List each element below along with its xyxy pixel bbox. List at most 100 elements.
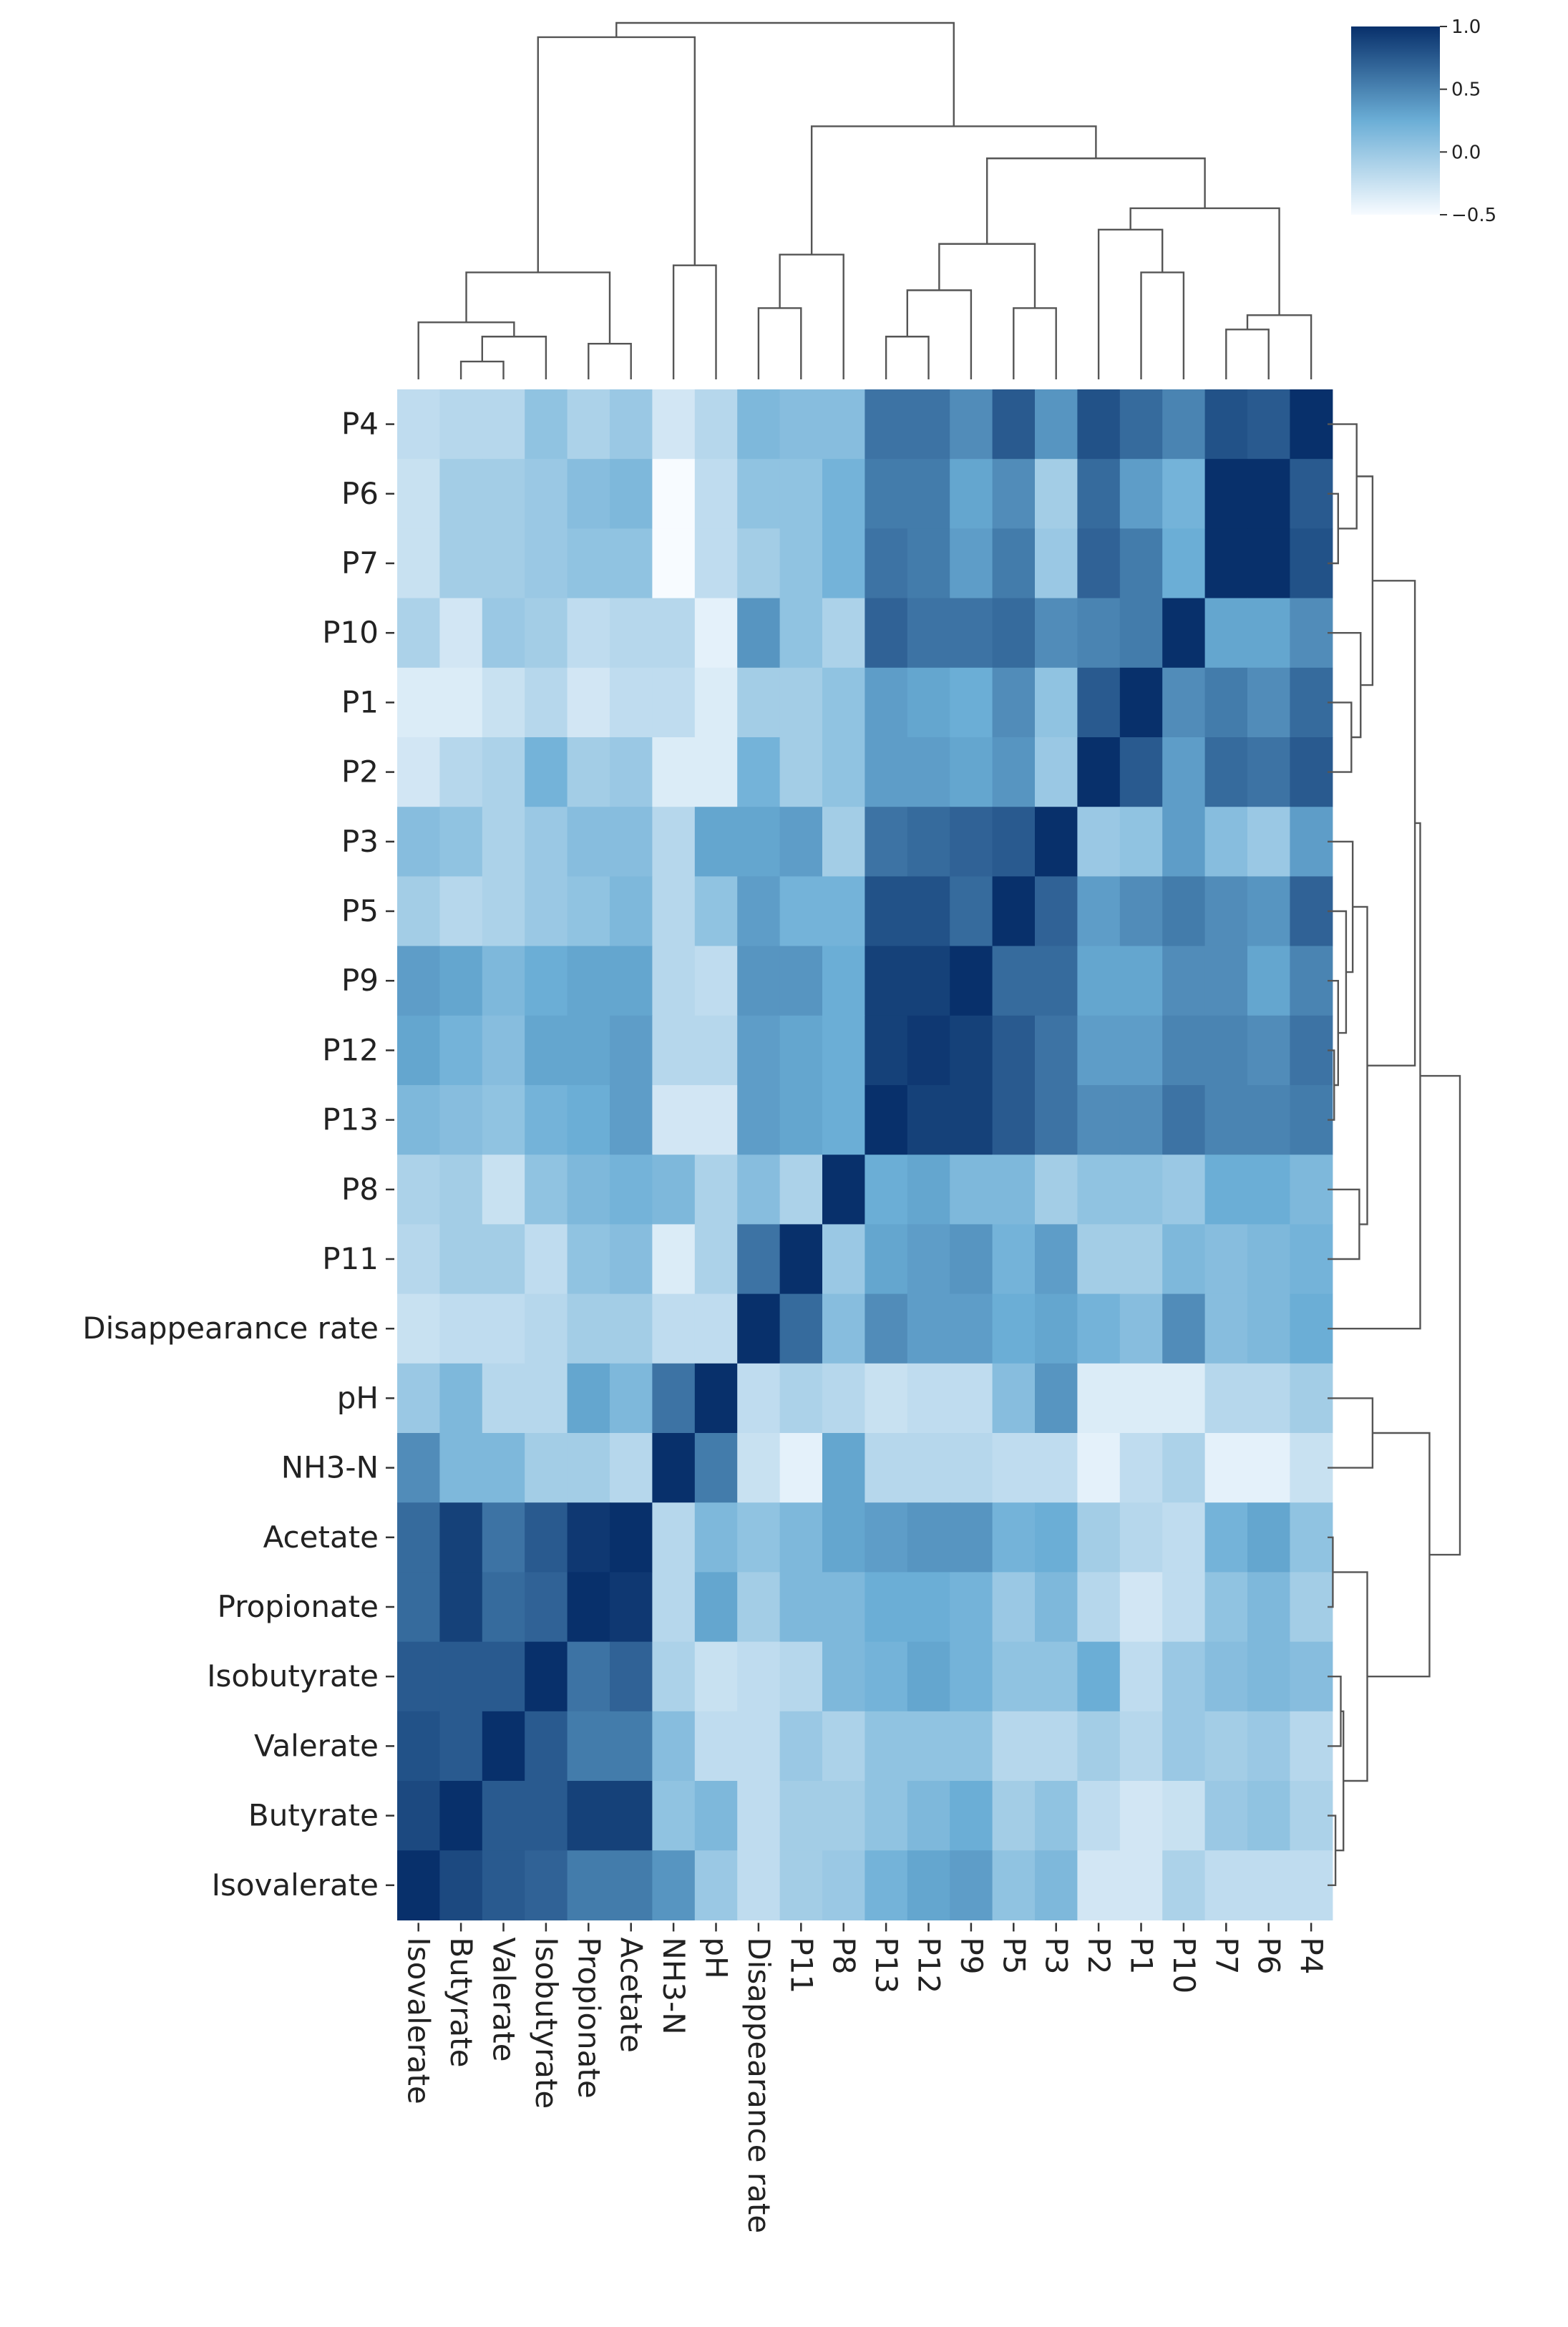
heatmap-cell: [397, 1572, 440, 1643]
heatmap-cell: [1204, 1641, 1248, 1712]
heatmap-cell: [694, 946, 738, 1016]
heatmap-cell: [992, 1781, 1036, 1851]
heatmap-cell: [779, 1641, 823, 1712]
heatmap-cell: [610, 1155, 653, 1225]
heatmap-cell: [567, 1711, 610, 1782]
heatmap-cell: [907, 1085, 950, 1155]
heatmap-cell: [907, 1363, 950, 1434]
heatmap-cell: [822, 807, 865, 877]
heatmap-cell: [822, 598, 865, 669]
heatmap-cell: [694, 598, 738, 669]
row-label: Valerate: [254, 1728, 379, 1763]
heatmap-cell: [950, 667, 993, 738]
heatmap-cell: [1035, 598, 1078, 669]
heatmap-cell: [1162, 1085, 1206, 1155]
heatmap-cell: [737, 1850, 781, 1920]
row-labels: P4 P6 P7 P10 P1 P2 P3 P5 P9 P12 P13 P8 P11 Disappeara…: [82, 407, 394, 1903]
heatmap-cell: [439, 737, 483, 807]
heatmap-cell: [1247, 946, 1290, 1016]
heatmap-cell: [652, 1015, 696, 1086]
heatmap-cell: [482, 1155, 525, 1225]
heatmap-cell: [610, 1711, 653, 1782]
heatmap-cell: [652, 1781, 696, 1851]
heatmap-cell: [397, 1224, 440, 1295]
heatmap-cell: [610, 528, 653, 599]
heatmap-cell: [1204, 1293, 1248, 1364]
heatmap-cell: [907, 528, 950, 599]
column-label: P4: [1294, 1937, 1329, 1974]
heatmap-cell: [652, 737, 696, 807]
heatmap-cell: [525, 1293, 568, 1364]
heatmap-cell: [1162, 946, 1206, 1016]
heatmap-cell: [779, 528, 823, 599]
heatmap-cell: [610, 946, 653, 1016]
heatmap-cell: [525, 1433, 568, 1503]
heatmap-cell: [482, 1433, 525, 1503]
column-label: pH: [699, 1937, 734, 1978]
heatmap-cell: [1247, 1850, 1290, 1920]
heatmap-cell: [822, 667, 865, 738]
heatmap-cell: [737, 1015, 781, 1086]
heatmap-cell: [737, 1641, 781, 1712]
heatmap-cell: [610, 389, 653, 460]
heatmap-cell: [652, 1502, 696, 1573]
heatmap-cell: [737, 1433, 781, 1503]
row-label: Acetate: [263, 1520, 379, 1555]
heatmap-cell: [694, 1781, 738, 1851]
heatmap-cell: [1247, 876, 1290, 947]
heatmap-cell: [652, 807, 696, 877]
heatmap-cell: [822, 528, 865, 599]
heatmap-cell: [1204, 1433, 1248, 1503]
heatmap-cell: [907, 1293, 950, 1364]
heatmap-cell: [1162, 1781, 1206, 1851]
heatmap-cell: [1119, 598, 1163, 669]
heatmap-cell: [567, 1572, 610, 1643]
heatmap-cell: [992, 1572, 1036, 1643]
heatmap-cell: [482, 1781, 525, 1851]
heatmap-cell: [779, 737, 823, 807]
heatmap-cell: [1162, 1224, 1206, 1295]
row-label: P1: [341, 684, 379, 719]
heatmap-cell: [439, 389, 483, 460]
heatmap-cell: [779, 1293, 823, 1364]
heatmap-cell: [694, 1641, 738, 1712]
heatmap-cell: [865, 737, 908, 807]
heatmap-cell: [525, 1155, 568, 1225]
heatmap-cell: [482, 1085, 525, 1155]
heatmap-cell: [950, 1781, 993, 1851]
heatmap-cell: [397, 1293, 440, 1364]
heatmap-cell: [865, 528, 908, 599]
heatmap-cell: [1119, 946, 1163, 1016]
heatmap-cell: [950, 1224, 993, 1295]
heatmap-cell: [737, 1781, 781, 1851]
row-label: P2: [341, 754, 379, 790]
heatmap-cell: [1204, 1572, 1248, 1643]
heatmap-cell: [610, 1224, 653, 1295]
heatmap-cell: [865, 667, 908, 738]
heatmap-cell: [1035, 1433, 1078, 1503]
heatmap-cell: [822, 1781, 865, 1851]
heatmap-cell: [482, 1711, 525, 1782]
heatmap-cell: [992, 876, 1036, 947]
heatmap-cell: [737, 1085, 781, 1155]
heatmap-cell: [439, 459, 483, 529]
heatmap-cell: [525, 1502, 568, 1573]
heatmap-cell: [397, 459, 440, 529]
heatmap-cell: [865, 1781, 908, 1851]
heatmap-cell: [482, 1850, 525, 1920]
heatmap-cell: [1119, 1781, 1163, 1851]
heatmap-cell: [992, 1641, 1036, 1712]
heatmap-cell: [1077, 389, 1121, 460]
heatmap-cell: [525, 459, 568, 529]
column-label: Propionate: [571, 1937, 606, 2098]
column-dendrogram-link: [615, 21, 955, 127]
heatmap-cell: [992, 598, 1036, 669]
heatmap-cell: [865, 946, 908, 1016]
heatmap-cell: [525, 876, 568, 947]
heatmap-cell: [397, 667, 440, 738]
heatmap-cell: [822, 1224, 865, 1295]
heatmap-cell: [1290, 1155, 1333, 1225]
heatmap-cell: [1077, 1572, 1121, 1643]
heatmap-cell: [652, 667, 696, 738]
